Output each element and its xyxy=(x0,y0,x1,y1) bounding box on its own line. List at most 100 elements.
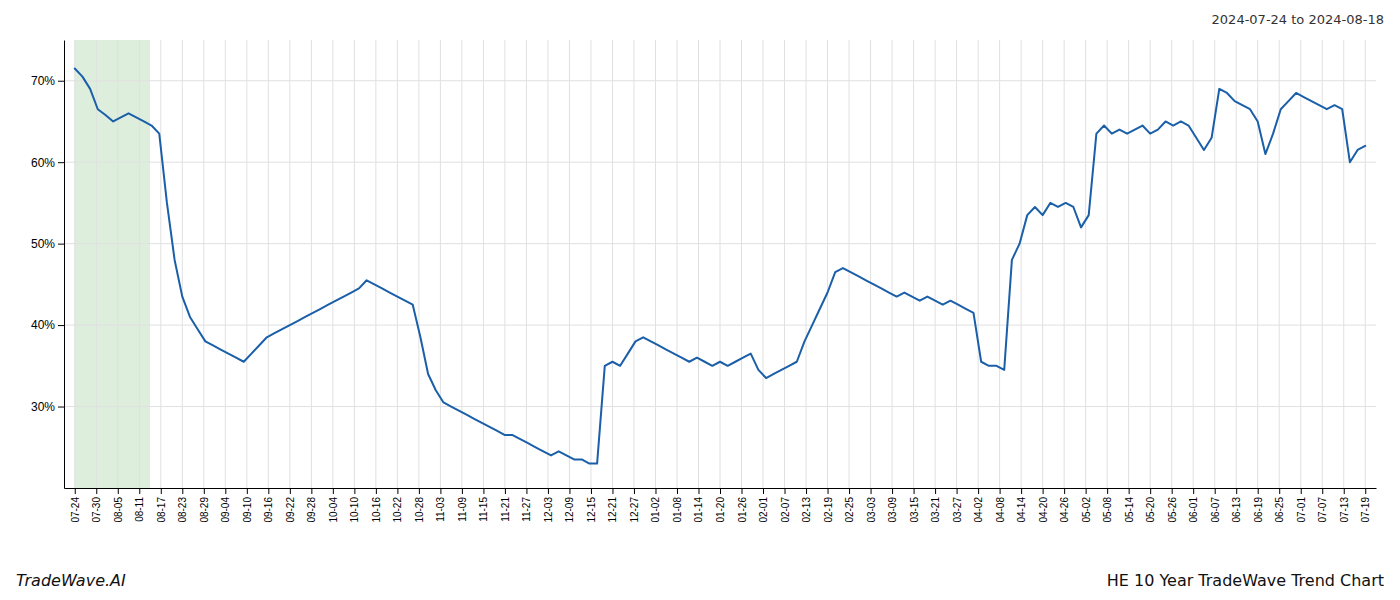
x-grid-line xyxy=(483,40,484,488)
x-grid-line xyxy=(182,40,183,488)
x-grid-line xyxy=(870,40,871,488)
x-grid-line xyxy=(203,40,204,488)
x-grid-line xyxy=(504,40,505,488)
x-tick-label: 01-02 xyxy=(650,497,661,523)
x-tick-label: 12-15 xyxy=(586,497,597,523)
x-axis: 07-2407-3008-0508-1108-1708-2308-2909-04… xyxy=(65,488,1377,523)
x-tick-label: 06-25 xyxy=(1274,497,1285,523)
x-grid-line xyxy=(375,40,376,488)
x-tick-mark xyxy=(1086,488,1087,494)
x-tick-label: 11-03 xyxy=(435,497,446,522)
x-grid-line xyxy=(1236,40,1237,488)
x-tick: 09-16 xyxy=(263,488,274,523)
x-tick-mark xyxy=(1279,488,1280,494)
x-tick-label: 07-01 xyxy=(1296,497,1307,523)
x-tick-label: 03-03 xyxy=(866,497,877,523)
x-grid-line xyxy=(956,40,957,488)
x-tick: 10-22 xyxy=(392,488,403,523)
x-tick: 10-04 xyxy=(328,488,339,523)
x-grid-line xyxy=(784,40,785,488)
x-grid-line xyxy=(332,40,333,488)
x-tick-label: 07-13 xyxy=(1339,497,1350,523)
x-tick-label: 09-10 xyxy=(242,497,253,523)
x-grid-line xyxy=(1365,40,1366,488)
x-tick-label: 08-29 xyxy=(199,497,210,523)
x-grid-line xyxy=(1300,40,1301,488)
x-tick-mark xyxy=(268,488,269,494)
y-tick: 30% xyxy=(31,400,64,414)
y-tick-label: 30% xyxy=(31,400,55,414)
x-tick: 12-21 xyxy=(607,488,618,523)
x-tick-label: 02-07 xyxy=(780,497,791,523)
x-tick: 02-13 xyxy=(801,488,812,523)
x-tick-mark xyxy=(871,488,872,494)
x-tick-mark xyxy=(462,488,463,494)
x-tick-label: 09-22 xyxy=(285,497,296,523)
x-tick-label: 08-23 xyxy=(177,497,188,523)
x-tick: 09-28 xyxy=(306,488,317,523)
x-tick: 06-07 xyxy=(1210,488,1221,523)
x-tick-label: 01-14 xyxy=(693,497,704,523)
x-tick-label: 12-03 xyxy=(543,497,554,523)
x-grid-line xyxy=(1257,40,1258,488)
x-tick-mark xyxy=(785,488,786,494)
x-tick: 01-14 xyxy=(693,488,704,523)
x-tick-mark xyxy=(139,488,140,494)
x-tick-label: 07-07 xyxy=(1317,497,1328,523)
x-tick-label: 02-19 xyxy=(823,497,834,523)
y-tick: 50% xyxy=(31,237,64,251)
x-tick-mark xyxy=(1150,488,1151,494)
x-tick-mark xyxy=(440,488,441,494)
x-tick-label: 04-08 xyxy=(995,497,1006,523)
trend-line xyxy=(75,69,1365,464)
x-tick-label: 10-10 xyxy=(349,497,360,523)
x-tick-mark xyxy=(1365,488,1366,494)
x-tick-mark xyxy=(1021,488,1022,494)
x-tick-label: 08-17 xyxy=(156,497,167,523)
x-tick: 05-26 xyxy=(1167,488,1178,523)
x-tick: 08-23 xyxy=(177,488,188,523)
x-tick: 07-30 xyxy=(91,488,102,523)
x-tick-label: 06-13 xyxy=(1231,497,1242,523)
x-grid-line xyxy=(892,40,893,488)
x-tick: 12-27 xyxy=(629,488,640,523)
x-grid-line xyxy=(1085,40,1086,488)
x-tick-mark xyxy=(419,488,420,494)
x-grid-line xyxy=(418,40,419,488)
x-tick-mark xyxy=(655,488,656,494)
x-tick-mark xyxy=(935,488,936,494)
x-tick-mark xyxy=(247,488,248,494)
x-tick: 03-03 xyxy=(866,488,877,523)
x-tick-mark xyxy=(1000,488,1001,494)
x-tick-mark xyxy=(569,488,570,494)
x-grid-line xyxy=(806,40,807,488)
x-tick-label: 01-26 xyxy=(737,497,748,523)
x-tick-mark xyxy=(1172,488,1173,494)
x-grid-line xyxy=(1107,40,1108,488)
x-grid-line xyxy=(1021,40,1022,488)
x-tick: 08-29 xyxy=(199,488,210,523)
x-tick: 02-07 xyxy=(780,488,791,523)
x-grid-line xyxy=(1042,40,1043,488)
x-tick: 03-09 xyxy=(887,488,898,523)
x-tick-mark xyxy=(849,488,850,494)
x-tick: 05-20 xyxy=(1145,488,1156,523)
x-tick-label: 10-04 xyxy=(328,497,339,523)
x-tick-mark xyxy=(591,488,592,494)
x-tick: 04-14 xyxy=(1016,488,1027,523)
x-tick-label: 12-27 xyxy=(629,497,640,523)
x-tick: 08-05 xyxy=(113,488,124,523)
x-grid-line xyxy=(289,40,290,488)
x-grid-line xyxy=(849,40,850,488)
x-grid-line xyxy=(827,40,828,488)
x-grid-line xyxy=(139,40,140,488)
x-grid-line xyxy=(741,40,742,488)
x-tick: 04-20 xyxy=(1038,488,1049,523)
x-tick-mark xyxy=(204,488,205,494)
x-grid-line xyxy=(698,40,699,488)
x-tick: 11-27 xyxy=(521,488,532,522)
title: HE 10 Year TradeWave Trend Chart xyxy=(1107,571,1384,590)
x-tick: 11-03 xyxy=(435,488,446,522)
x-tick-label: 09-28 xyxy=(306,497,317,523)
x-tick-label: 03-27 xyxy=(952,497,963,523)
